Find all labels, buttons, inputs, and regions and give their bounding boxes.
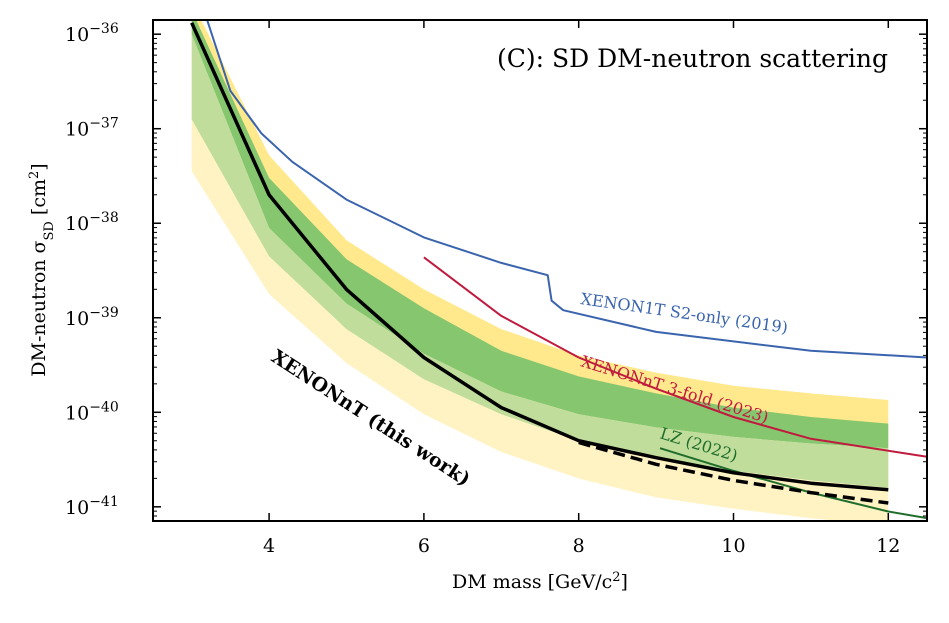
y-tick-label-base: 10: [65, 308, 89, 330]
y-axis-title: DM-neutron σSD [cm2]: [27, 163, 57, 376]
sensitivity-bands: [191, 20, 889, 521]
x-axis-title-main: DM mass [GeV/c: [452, 571, 612, 593]
y-tick-label: 10−39: [65, 305, 119, 330]
y-axis-title-unit: [cm: [28, 179, 50, 221]
band-2sigma-upper: [191, 20, 889, 449]
y-tick-label-exp: −38: [89, 210, 119, 226]
x-axis-ticks: 4 6 8 10 12: [263, 20, 900, 557]
y-tick-label-exp: −39: [89, 305, 119, 321]
plot-frame: [152, 19, 928, 522]
line-xenonnt-3fold: [423, 256, 927, 458]
y-axis-title-main: DM-neutron σ: [28, 240, 50, 376]
y-tick-label-base: 10: [65, 24, 89, 46]
y-tick-label-exp: −36: [89, 21, 119, 37]
limit-curves: [190, 20, 927, 520]
x-axis-title-sup: 2: [612, 570, 620, 585]
x-tick-label: 4: [263, 535, 275, 557]
y-tick-label: 10−37: [65, 116, 119, 141]
y-tick-label-base: 10: [65, 402, 89, 424]
y-tick-label-exp: −37: [89, 116, 119, 132]
y-tick-label: 10−40: [65, 399, 119, 424]
line-xenon1t-s2only: [206, 20, 927, 359]
y-tick-label: 10−38: [65, 210, 119, 235]
line-this-work: [190, 22, 889, 492]
chart-title: (C): SD DM-neutron scattering: [497, 44, 888, 73]
y-axis-title-sub: SD: [42, 221, 57, 240]
x-tick-label: 6: [418, 535, 430, 557]
y-tick-label-base: 10: [65, 497, 89, 519]
x-tick-label: 10: [721, 535, 745, 557]
x-axis-title-end: ]: [621, 571, 628, 593]
y-tick-label-exp: −41: [89, 494, 119, 510]
y-tick-label-base: 10: [65, 119, 89, 141]
line-this-work-dashed: [578, 440, 889, 505]
y-axis-title-end: ]: [28, 163, 50, 170]
annotation-xenon1t: XENON1T S2-only (2019): [579, 289, 789, 337]
x-tick-label: 8: [573, 535, 585, 557]
x-axis-title: DM mass [GeV/c2]: [452, 570, 628, 594]
y-tick-label: 10−36: [65, 21, 119, 46]
x-tick-label: 12: [876, 535, 900, 557]
y-tick-label-exp: −40: [89, 399, 119, 415]
y-tick-label: 10−41: [65, 494, 119, 519]
y-axis-title-sup: 2: [27, 171, 42, 179]
y-tick-label-base: 10: [65, 213, 89, 235]
